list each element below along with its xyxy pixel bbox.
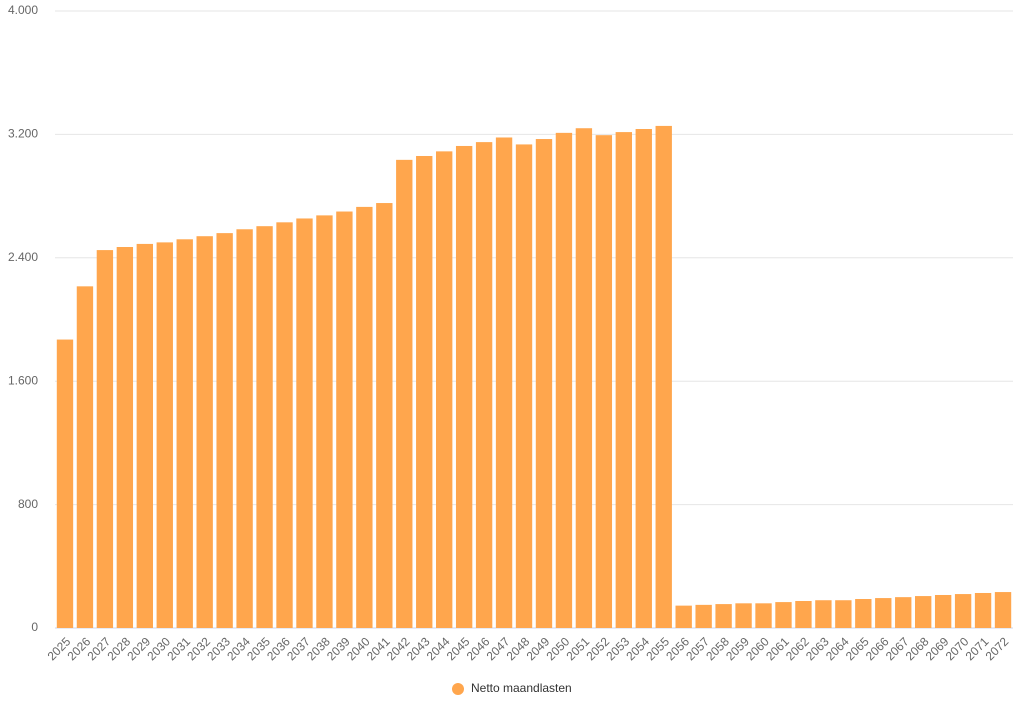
bar bbox=[954, 594, 972, 628]
bar bbox=[974, 592, 992, 628]
bar bbox=[915, 596, 932, 628]
y-tick-label: 800 bbox=[18, 497, 38, 511]
y-tick-label: 3.200 bbox=[8, 127, 38, 141]
bar bbox=[635, 129, 652, 628]
y-tick-label: 0 bbox=[31, 620, 38, 634]
bar bbox=[396, 159, 413, 628]
bar bbox=[855, 599, 872, 628]
bar bbox=[56, 339, 74, 628]
bar bbox=[615, 132, 632, 628]
bar bbox=[775, 602, 792, 628]
bar bbox=[475, 142, 493, 629]
bar bbox=[835, 600, 852, 628]
bar bbox=[376, 203, 393, 628]
bar bbox=[436, 151, 453, 628]
bar bbox=[196, 236, 213, 628]
legend-label: Netto maandlasten bbox=[471, 681, 572, 695]
bar bbox=[695, 604, 712, 628]
bar bbox=[96, 250, 114, 628]
y-tick-label: 4.000 bbox=[8, 3, 38, 17]
bar bbox=[515, 144, 533, 628]
bar bbox=[715, 604, 732, 628]
bar bbox=[356, 206, 373, 628]
bar bbox=[455, 145, 473, 628]
bar bbox=[575, 128, 593, 629]
bar bbox=[136, 243, 153, 629]
bar bbox=[76, 286, 94, 628]
bar bbox=[595, 135, 613, 628]
bar bbox=[316, 215, 333, 628]
y-tick-label: 2.400 bbox=[8, 250, 38, 264]
bar bbox=[555, 132, 573, 629]
bar bbox=[735, 603, 752, 628]
bar bbox=[116, 247, 134, 628]
bar bbox=[236, 229, 253, 629]
bar bbox=[934, 594, 952, 628]
x-tick-label: 2072 bbox=[983, 634, 1012, 663]
bar bbox=[895, 597, 912, 628]
bar bbox=[176, 239, 193, 629]
bar bbox=[795, 601, 812, 628]
bar bbox=[256, 226, 273, 628]
bar bbox=[495, 137, 513, 629]
y-tick-label: 1.600 bbox=[8, 373, 38, 387]
bar bbox=[216, 233, 233, 628]
bar bbox=[994, 592, 1012, 628]
bar bbox=[815, 600, 832, 628]
bar bbox=[755, 603, 772, 628]
bar bbox=[655, 125, 672, 628]
legend-marker bbox=[452, 683, 464, 695]
bar bbox=[276, 222, 293, 628]
bar bbox=[875, 598, 892, 628]
bar bbox=[535, 139, 553, 628]
bar bbox=[336, 211, 353, 628]
bar bbox=[296, 218, 313, 628]
bar bbox=[156, 242, 173, 628]
bar bbox=[675, 605, 692, 628]
bar bbox=[416, 155, 433, 628]
